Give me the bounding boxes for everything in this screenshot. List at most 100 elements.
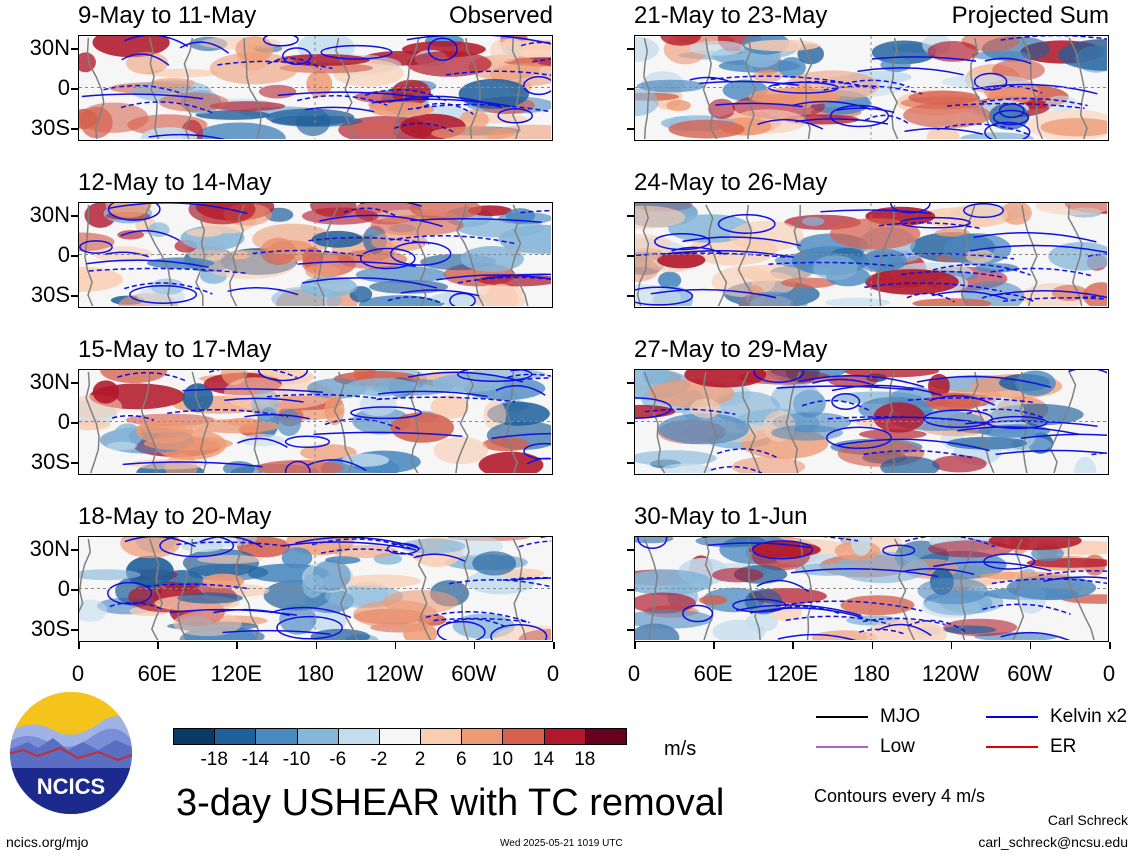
latitude-tick xyxy=(71,48,78,50)
latitude-tick xyxy=(71,295,78,297)
kelvin-contour xyxy=(932,561,1052,572)
kelvin-contour xyxy=(179,41,230,54)
kelvin-contour-closed xyxy=(637,537,668,550)
kelvin-contour xyxy=(297,94,388,107)
kelvin-contour xyxy=(433,617,530,623)
kelvin-contour xyxy=(901,270,1004,279)
shear-anomaly-blob xyxy=(729,220,804,252)
shear-anomaly-blob xyxy=(812,255,858,281)
longitude-tick xyxy=(1109,642,1111,649)
panel-type-label: Observed xyxy=(448,2,553,29)
kelvin-contour-closed xyxy=(899,216,971,229)
kelvin-contour xyxy=(749,607,864,619)
kelvin-contour xyxy=(862,617,945,626)
kelvin-contour-closed xyxy=(490,623,548,640)
colorbar-label: -10 xyxy=(282,749,311,770)
kelvin-contour xyxy=(104,251,149,258)
kelvin-contour-closed xyxy=(992,109,1030,126)
latitude-tick xyxy=(627,48,634,50)
latitude-tick xyxy=(71,629,78,631)
kelvin-contour xyxy=(970,244,1107,254)
coastline xyxy=(885,371,896,473)
kelvin-contour xyxy=(791,568,939,578)
kelvin-contour xyxy=(843,79,910,88)
kelvin-contour-closed xyxy=(107,203,161,221)
shear-anomaly-blob xyxy=(92,380,119,404)
kelvin-contour xyxy=(407,371,524,383)
coastline xyxy=(243,37,263,139)
shear-anomaly-blob xyxy=(666,99,691,112)
shear-anomaly-blob xyxy=(811,630,878,640)
longitude-tick xyxy=(473,642,476,649)
shear-anomaly-blob xyxy=(150,78,196,88)
longitude-tick xyxy=(792,642,794,649)
kelvin-contour xyxy=(904,127,983,135)
kelvin-contour xyxy=(182,388,323,393)
kelvin-contour xyxy=(360,203,422,207)
kelvin-contour-closed xyxy=(753,370,805,384)
kelvin-contour xyxy=(768,261,895,267)
kelvin-contour xyxy=(377,390,488,398)
shear-anomaly-blob xyxy=(932,455,987,473)
shear-anomaly-blob xyxy=(430,395,470,419)
colorbar-swatch xyxy=(173,728,216,745)
latitude-tick xyxy=(627,215,634,217)
latitude-tick xyxy=(71,589,78,591)
kelvin-contour xyxy=(277,91,430,100)
latitude-tick xyxy=(627,589,634,591)
longitude-label: 120W xyxy=(921,661,980,686)
kelvin-contour xyxy=(88,267,248,275)
map-panel xyxy=(634,369,1109,475)
kelvin-contour xyxy=(222,629,331,635)
kelvin-contour xyxy=(407,103,551,113)
kelvin-contour xyxy=(123,282,213,295)
kelvin-contour xyxy=(775,600,923,612)
panel-title: 30-May to 1-Jun xyxy=(634,503,808,530)
latitude-tick xyxy=(627,255,634,257)
coastline xyxy=(79,538,91,614)
kelvin-contour xyxy=(208,370,297,379)
longitude-label: 180 xyxy=(853,661,890,686)
shear-anomaly-blob xyxy=(193,122,286,139)
map-field xyxy=(79,537,551,640)
coastline xyxy=(702,371,717,473)
panel-title: 21-May to 23-May xyxy=(634,2,828,29)
kelvin-contour xyxy=(495,385,546,396)
latitude-label: 0 xyxy=(57,409,70,434)
coastline xyxy=(335,37,356,139)
kelvin-contour xyxy=(771,605,842,615)
longitude-tick xyxy=(394,642,397,649)
coastline xyxy=(643,371,666,473)
shear-anomaly-blob xyxy=(781,277,836,289)
kelvin-contour xyxy=(491,432,551,440)
shear-anomaly-blob xyxy=(79,266,123,292)
kelvin-contour xyxy=(364,88,447,102)
shear-anomaly-blob xyxy=(802,216,825,226)
shear-anomaly-blob xyxy=(399,538,466,554)
kelvin-contour-closed xyxy=(732,598,787,613)
latitude-label: 0 xyxy=(57,576,70,601)
shear-anomaly-blob xyxy=(407,51,492,77)
kelvin-contour xyxy=(227,286,299,296)
kelvin-contour xyxy=(1038,570,1107,577)
author-email[interactable]: carl_schreck@ncsu.edu xyxy=(978,834,1128,850)
panel-title: 9-May to 11-May xyxy=(78,2,257,29)
shear-anomaly-blob xyxy=(927,41,979,62)
coastline xyxy=(1049,371,1077,473)
kelvin-contour xyxy=(710,465,763,473)
latitude-tick xyxy=(71,549,78,551)
legend-line xyxy=(816,716,868,718)
shear-anomaly-blob xyxy=(484,283,519,306)
kelvin-contour-closed xyxy=(320,44,393,60)
site-link[interactable]: ncics.org/mjo xyxy=(6,834,89,850)
coastline xyxy=(235,538,259,640)
latitude-tick xyxy=(71,215,78,217)
coastline xyxy=(744,37,756,139)
coastline xyxy=(1067,204,1083,306)
kelvin-contour xyxy=(122,461,263,468)
colorbar-label: -2 xyxy=(370,749,388,770)
kelvin-contour xyxy=(237,437,288,448)
shear-anomaly-blob xyxy=(429,292,488,306)
shear-anomaly-blob xyxy=(483,400,507,430)
shear-anomaly-blob xyxy=(478,451,544,473)
